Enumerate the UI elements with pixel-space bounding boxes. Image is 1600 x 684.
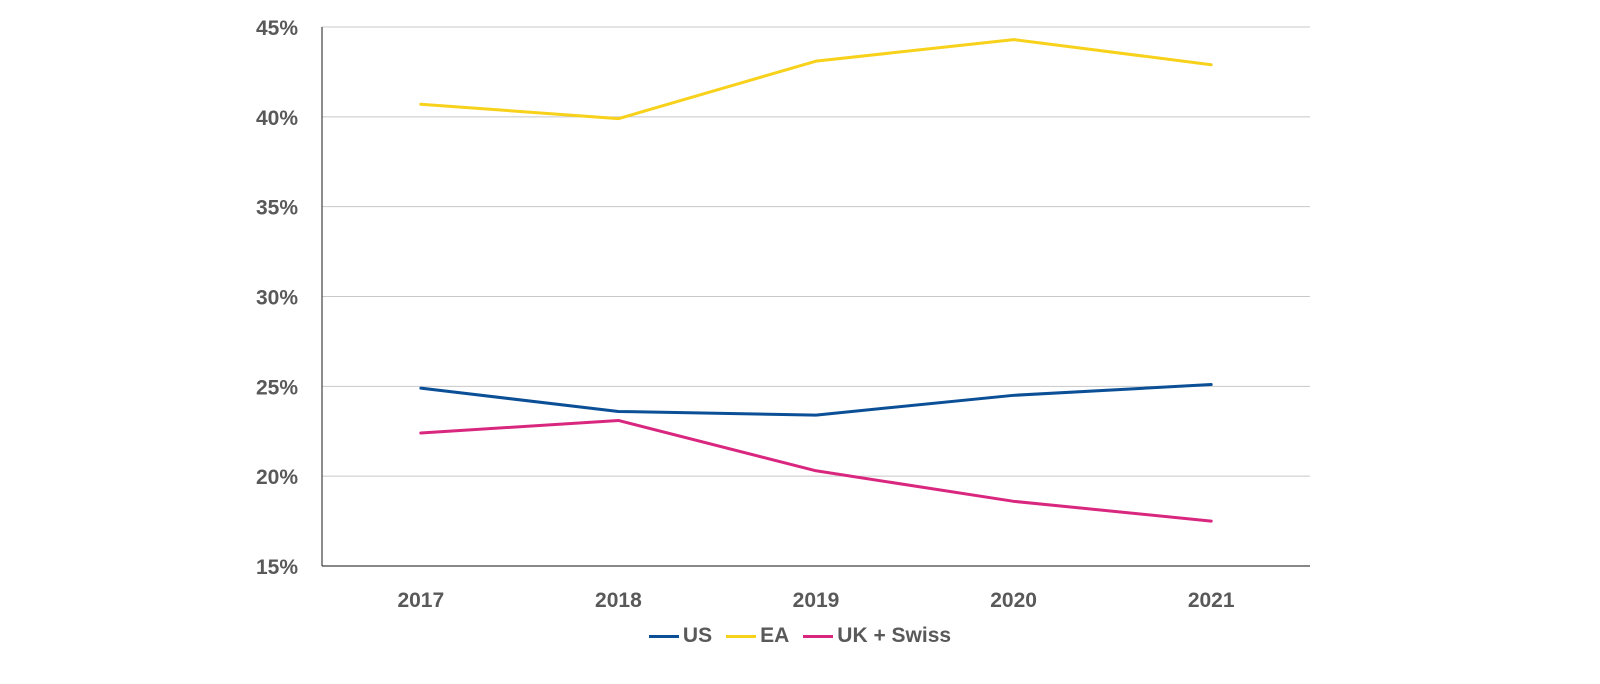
legend-label: UK + Swiss <box>837 624 952 647</box>
legend-swatch <box>726 634 757 638</box>
legend-swatch <box>803 634 834 638</box>
series-line-uk-swiss <box>419 418 1213 523</box>
y-tick-label: 30% <box>256 287 298 310</box>
axes <box>321 27 1310 567</box>
y-tick-label: 40% <box>256 107 298 130</box>
y-tick-label: 20% <box>256 466 298 489</box>
y-tick-label: 45% <box>256 17 298 40</box>
y-axis-tick-labels: 15% 20% 25% 30% 35% 40% 45% <box>256 17 298 579</box>
x-tick-label: 2018 <box>595 589 642 612</box>
x-tick-label: 2020 <box>990 589 1037 612</box>
legend: US EA UK + Swiss <box>0 624 1600 648</box>
x-axis-tick-labels: 2017 2018 2019 2020 2021 <box>397 589 1234 612</box>
legend-label: EA <box>760 624 790 647</box>
x-tick-label: 2019 <box>793 589 840 612</box>
x-tick-label: 2021 <box>1188 589 1235 612</box>
legend-item: UK + Swiss <box>803 624 951 648</box>
series-lines <box>419 38 1213 523</box>
x-tick-label: 2017 <box>397 589 444 612</box>
line-chart: 15%20%25%30%35%40%45% 2017 2018 2019 2020 20… <box>256 17 1310 612</box>
y-tick-label: 25% <box>256 376 298 399</box>
legend-swatch <box>648 634 679 638</box>
y-tick-label: 35% <box>256 197 298 220</box>
legend-label: US <box>682 624 713 647</box>
legend-item: EA <box>726 624 789 648</box>
series-line-us <box>419 383 1213 417</box>
legend-item: US <box>648 624 713 648</box>
gridlines <box>322 26 1310 477</box>
series-line-ea <box>419 38 1213 121</box>
y-tick-label: 15% <box>256 556 298 579</box>
